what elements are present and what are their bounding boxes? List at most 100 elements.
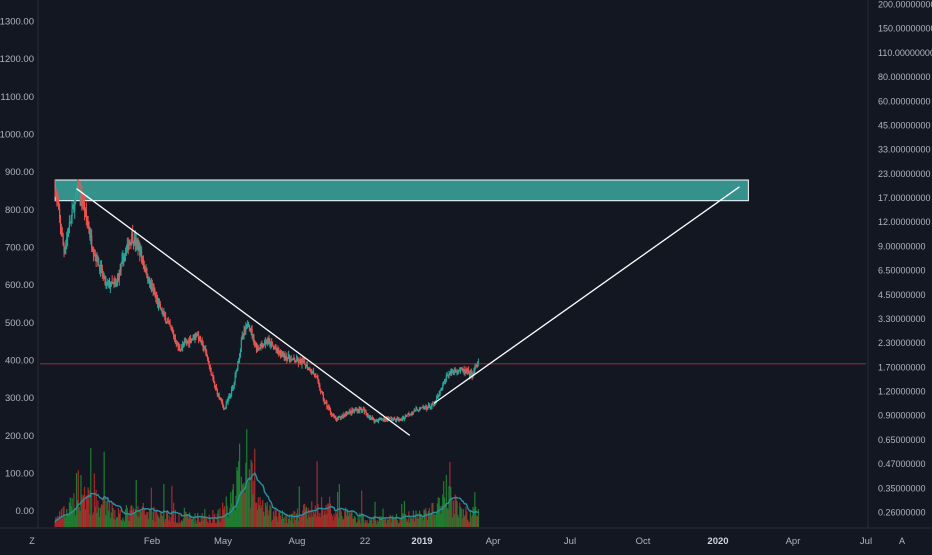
volume-bar: [313, 514, 316, 527]
candle-body: [134, 237, 136, 245]
volume-bar: [459, 506, 462, 527]
candle-body: [402, 418, 404, 420]
right-axis-tick-label: 0.47000000: [878, 459, 926, 469]
volume-bar: [178, 514, 180, 527]
volume-bar: [335, 510, 337, 527]
volume-bar: [163, 484, 165, 527]
volume-bar: [137, 506, 139, 527]
candle-body: [372, 417, 374, 421]
candle-body: [57, 199, 59, 206]
volume-bar: [172, 510, 174, 527]
candle-body: [393, 417, 395, 419]
candle-body: [410, 412, 413, 414]
volume-bar: [295, 520, 297, 527]
volume-bar: [440, 513, 442, 527]
candle-body: [124, 254, 126, 262]
left-price-axis[interactable]: 1300.00 1200.00 1100.00 1000.00 900.00 800.00…: [0, 17, 34, 518]
candle-body: [413, 409, 415, 412]
time-axis[interactable]: Feb May Aug 22 2019 Apr Jul Oct 2020 Apr Jul: [144, 536, 872, 547]
time-axis-tick-label: Jul: [564, 536, 576, 547]
volume-bar: [113, 518, 115, 527]
candle-body: [409, 413, 411, 415]
candle-body: [231, 387, 234, 390]
candle-body: [312, 371, 315, 374]
candle-body: [360, 408, 362, 410]
trendlines[interactable]: [76, 186, 740, 436]
candle-body: [150, 283, 152, 287]
volume-bar: [272, 511, 275, 527]
time-axis-tick-label: 2020: [707, 536, 728, 547]
candle-body: [365, 411, 367, 414]
volume-bar: [76, 500, 79, 527]
volume-bar: [202, 520, 204, 527]
candle-body: [298, 360, 300, 364]
right-axis-tick-label: 80.00000000: [878, 72, 931, 82]
candle-body: [397, 419, 399, 421]
candle-body: [405, 415, 407, 417]
volume-bar: [183, 507, 185, 527]
candle-body: [378, 418, 381, 420]
candle-body: [198, 336, 201, 340]
volume-bar: [126, 507, 128, 527]
volume-bar: [80, 475, 82, 527]
volume-bar: [415, 510, 417, 527]
candle-body: [222, 402, 224, 406]
candle-body: [116, 280, 118, 284]
volume-bar: [121, 521, 123, 527]
volume-bar: [205, 518, 207, 527]
candle-body: [123, 256, 125, 262]
volume-bar: [300, 515, 302, 527]
volume-bar: [337, 517, 340, 527]
volume-bar: [77, 470, 79, 527]
right-corner-badge-label[interactable]: A: [899, 536, 905, 546]
candle-body: [263, 344, 266, 346]
left-axis-tick-label: 100.00: [5, 469, 34, 480]
candle-body: [83, 203, 85, 205]
volume-bar: [78, 506, 80, 527]
volume-bar: [348, 512, 350, 527]
candle-body: [388, 417, 390, 419]
candle-body: [245, 326, 247, 331]
volume-bar: [338, 484, 340, 527]
candle-body: [234, 374, 236, 383]
candle-body: [320, 391, 323, 393]
volume-bar: [91, 494, 93, 527]
volume-bar: [59, 511, 61, 527]
candle-body: [293, 358, 295, 360]
volume-bar: [376, 524, 378, 527]
volume-bar: [310, 517, 312, 527]
volume-bar: [271, 521, 273, 527]
volume-bar: [421, 516, 423, 527]
candle-body: [290, 359, 292, 362]
volume-bar: [88, 489, 90, 527]
right-log-axis[interactable]: 200.00000000 150.00000000 110.00000000 80.0…: [878, 0, 932, 518]
volume-bar: [304, 508, 307, 527]
candle-body: [329, 409, 332, 413]
volume-bar: [230, 503, 233, 527]
candle-body: [184, 342, 186, 344]
volume-bar: [402, 513, 405, 527]
volume-bar: [147, 512, 149, 527]
candle-body: [324, 401, 326, 403]
left-corner-badge-label[interactable]: Z: [29, 536, 35, 546]
candle-body: [147, 278, 149, 282]
candle-body: [279, 350, 282, 355]
right-axis-tick-label: 9.00000000: [878, 241, 926, 251]
candle-body: [295, 361, 297, 363]
candle-body: [177, 342, 179, 348]
candle-body: [406, 414, 408, 417]
candle-body: [309, 367, 311, 372]
candle-body: [465, 369, 467, 371]
candle-body: [351, 409, 353, 413]
candle-body: [312, 371, 314, 374]
volume-bar: [278, 512, 280, 527]
candle-body: [203, 348, 205, 350]
volume-bar: [83, 495, 85, 527]
resistance-zone[interactable]: [54, 179, 749, 202]
candle-body: [322, 394, 324, 400]
candle-body: [88, 226, 90, 233]
candle-body: [272, 346, 275, 348]
volume-bar: [93, 473, 95, 527]
